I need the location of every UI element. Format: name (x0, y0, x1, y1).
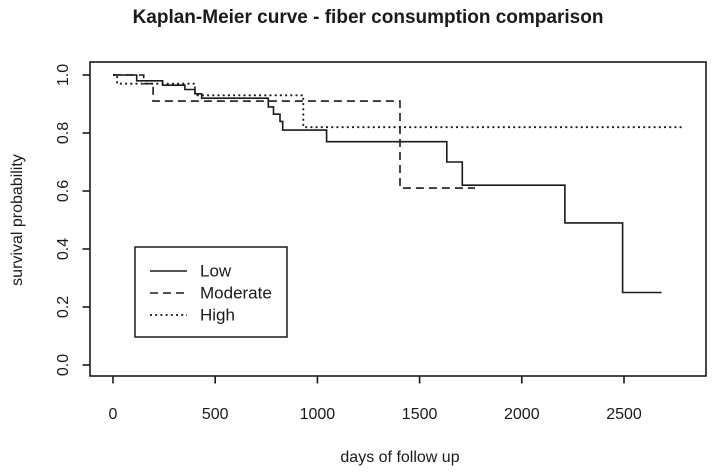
legend-label-high: High (200, 306, 235, 325)
x-tick-label: 1500 (402, 406, 438, 423)
legend-label-low: Low (200, 262, 232, 281)
y-tick-label: 1.0 (55, 64, 72, 86)
curve-high (113, 74, 682, 129)
plot-frame (89, 61, 707, 377)
x-tick-label: 2000 (504, 406, 540, 423)
x-tick-label: 0 (109, 406, 118, 423)
curve-moderate (113, 74, 475, 189)
x-tick-label: 1000 (300, 406, 336, 423)
y-tick-label: 0.8 (55, 122, 72, 144)
legend-box (134, 246, 288, 338)
curve-low (113, 74, 662, 294)
y-tick-label: 0.6 (55, 180, 72, 202)
y-tick-label: 0.0 (55, 354, 72, 376)
y-tick-label: 0.4 (55, 238, 72, 260)
x-axis-title: days of follow up (340, 449, 460, 466)
chart-title: Kaplan-Meier curve - fiber consumption c… (132, 7, 604, 28)
x-tick-label: 2500 (606, 406, 642, 423)
legend-label-moderate: Moderate (200, 284, 272, 303)
y-tick-label: 0.2 (55, 296, 72, 318)
x-tick-label: 500 (202, 406, 229, 423)
